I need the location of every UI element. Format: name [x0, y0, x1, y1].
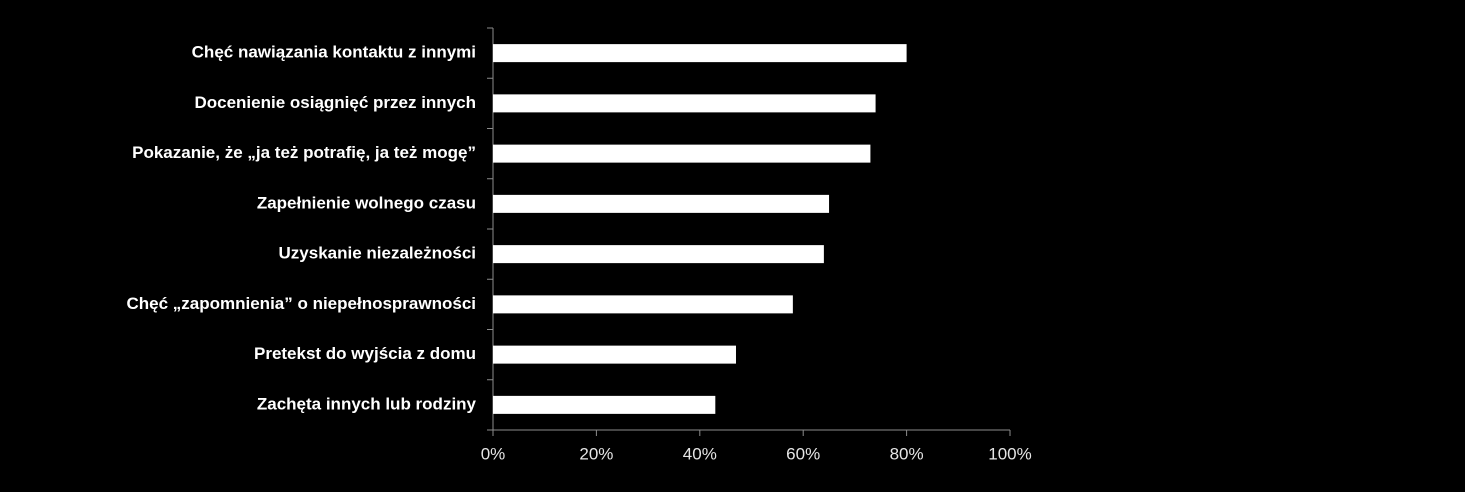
category-label: Zapełnienie wolnego czasu [257, 193, 476, 212]
x-tick-label: 40% [683, 444, 717, 463]
bar [493, 94, 876, 113]
bar [493, 44, 907, 63]
category-label: Chęć nawiązania kontaktu z innymi [192, 43, 476, 62]
category-label: Zachęta innych lub rodziny [257, 394, 477, 413]
category-label: Pokazanie, że „ja też potrafię, ja też m… [132, 143, 476, 162]
x-tick-label: 80% [890, 444, 924, 463]
x-tick-label: 0% [481, 444, 506, 463]
x-tick-label: 100% [988, 444, 1031, 463]
category-label: Docenienie osiągnięć przez innych [194, 93, 476, 112]
bar [493, 345, 736, 364]
bar [493, 194, 830, 213]
x-tick-label: 60% [786, 444, 820, 463]
bar [493, 295, 793, 314]
x-tick-label: 20% [579, 444, 613, 463]
bar [493, 245, 824, 264]
category-label: Chęć „zapomnienia” o niepełnosprawności [126, 294, 476, 313]
category-label: Pretekst do wyjścia z domu [254, 344, 476, 363]
bar [493, 144, 871, 163]
category-label: Uzyskanie niezależności [279, 244, 476, 263]
bar [493, 395, 716, 414]
